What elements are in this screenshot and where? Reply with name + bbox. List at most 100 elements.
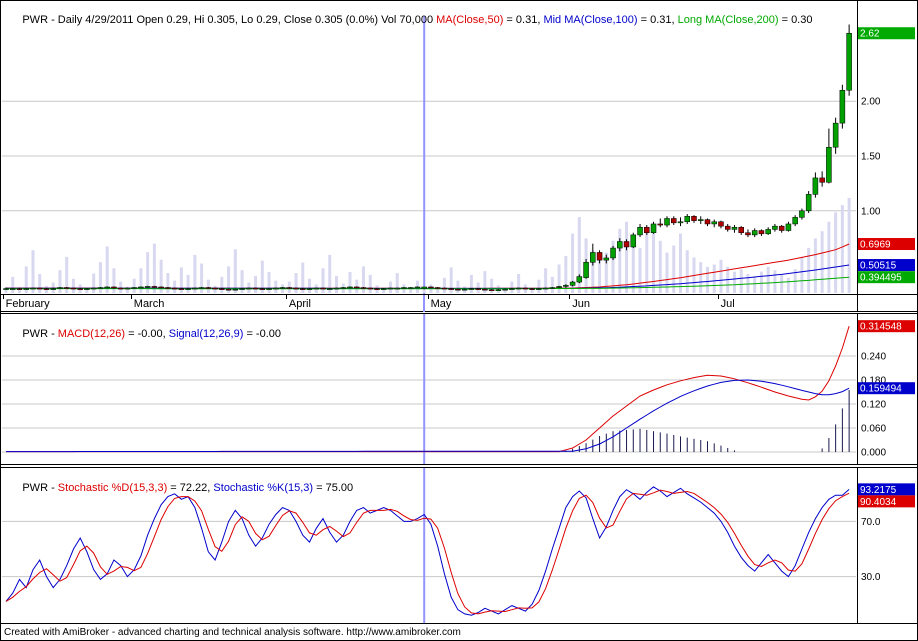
value-marker <box>858 238 915 251</box>
candle-body <box>279 287 286 289</box>
macd-title-prefix: PWR - <box>22 328 58 340</box>
candle-body <box>644 226 650 233</box>
volume-bar <box>571 233 575 293</box>
volume-bar <box>368 274 372 293</box>
candle-body <box>225 288 232 291</box>
svg-text:0.060: 0.060 <box>861 424 886 435</box>
volume-bar <box>132 278 136 293</box>
series-line <box>5 489 850 615</box>
volume-bar <box>746 274 750 293</box>
volume-bar <box>517 274 521 293</box>
macd-title-macd: MACD(12,26) <box>57 328 126 340</box>
candle-body <box>434 287 441 289</box>
candle-body <box>185 288 191 290</box>
volume-bar <box>712 264 716 293</box>
stoch-title-k-value: = 75.00 <box>313 482 354 494</box>
stochastic-panel: 70.0 30.0 93.2175 90.4034 PWR - Stochastic … <box>1 467 918 624</box>
candle-body <box>394 287 400 290</box>
candle-body <box>266 288 272 290</box>
candle-body <box>846 32 852 91</box>
volume-bar <box>732 271 736 293</box>
candle-body <box>77 288 83 290</box>
series-line <box>6 243 850 289</box>
volume-bar <box>58 270 62 293</box>
volume-bar <box>179 267 183 293</box>
value-marker <box>858 320 915 333</box>
candle-body <box>731 226 738 230</box>
candle-body <box>792 217 798 225</box>
stoch-title-k: Stochastic %K(15,3) <box>213 482 314 494</box>
candle-body <box>30 287 36 290</box>
date-axis: February March April May Jun Jul <box>1 295 917 312</box>
volume-bar <box>442 277 446 293</box>
candle-body <box>340 287 346 289</box>
candle-body <box>529 288 535 290</box>
volume-bar <box>456 280 460 293</box>
candle-body <box>745 232 751 236</box>
candle-body <box>751 230 758 236</box>
value-marker <box>858 27 915 40</box>
volume-bar <box>146 252 150 293</box>
svg-text:30.0: 30.0 <box>861 572 881 583</box>
volume-bar <box>577 217 581 293</box>
svg-text:0.50515: 0.50515 <box>860 261 897 272</box>
value-marker <box>858 495 915 508</box>
macd-chart-plot[interactable]: 0.240 0.180 0.120 0.060 0.000 0.314548 0.15949… <box>1 314 918 464</box>
candle-body <box>232 288 239 291</box>
candle-body <box>772 225 778 230</box>
series-line <box>6 276 850 290</box>
candle-body <box>313 287 320 290</box>
price-title-ma100: Mid MA(Close,100) <box>543 14 638 26</box>
volume-bar <box>321 268 325 293</box>
price-title-ma200: Long MA(Close,200) <box>677 14 779 26</box>
candle-body <box>522 287 529 290</box>
volume-bar <box>591 250 595 293</box>
candle-body <box>637 226 643 236</box>
candle-body <box>677 221 684 224</box>
candle-body <box>3 288 9 290</box>
candle-body <box>353 286 360 289</box>
candle-body <box>246 287 252 290</box>
month-tick <box>285 295 287 299</box>
volume-bar <box>17 289 21 293</box>
month-label: April <box>288 298 311 310</box>
candle-body <box>805 194 812 212</box>
scale-separator <box>857 295 858 312</box>
candle-body <box>117 287 124 290</box>
candle-body <box>691 216 697 221</box>
month-tick <box>130 295 132 299</box>
candle-body <box>407 287 414 289</box>
candle-body <box>542 287 549 290</box>
candle-body <box>124 287 131 290</box>
volume-bar <box>672 245 676 293</box>
volume-bar <box>105 246 109 293</box>
volume-bar <box>469 274 473 293</box>
candle-body <box>36 287 43 290</box>
volume-bar <box>631 236 635 293</box>
candle-body <box>43 288 50 290</box>
volume-bar <box>510 281 514 293</box>
candle-body <box>165 287 171 289</box>
candle-body <box>50 288 56 290</box>
candle-body <box>630 234 637 248</box>
candle-body <box>482 288 488 291</box>
volume-bar <box>699 262 703 293</box>
volume-bar <box>294 273 298 293</box>
candle-body <box>617 241 623 249</box>
month-tick <box>2 295 4 299</box>
volume-bar <box>436 288 440 293</box>
candle-body <box>347 286 353 289</box>
candle-body <box>839 89 846 124</box>
volume-bar <box>503 289 507 293</box>
volume-bar <box>119 281 123 293</box>
volume-bar <box>800 257 804 293</box>
candle-body <box>104 286 110 289</box>
price-title-main: PWR - Daily 4/29/2011 Open 0.29, Hi 0.30… <box>22 14 437 26</box>
candle-body <box>448 288 454 290</box>
volume-bar <box>4 287 8 293</box>
month-label: May <box>430 298 452 310</box>
candle-body <box>333 287 340 290</box>
volume-bar <box>355 279 359 293</box>
